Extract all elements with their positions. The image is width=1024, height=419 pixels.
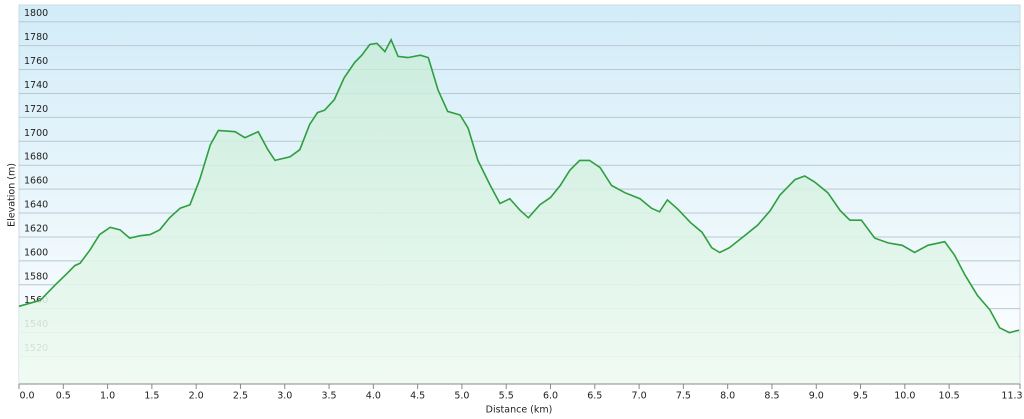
elevation-line	[18, 37, 1020, 334]
x-tick-label: 6.0	[543, 391, 558, 402]
y-tick-label: 1660	[24, 176, 48, 187]
y-tick-label: 1580	[24, 271, 48, 282]
x-tick-label: 3.5	[321, 391, 336, 402]
x-tick-label: 0.0	[19, 391, 34, 402]
x-tick-label: 5.5	[499, 391, 514, 402]
x-tick-label: 8.0	[720, 391, 735, 402]
x-axis-title: Distance (km)	[486, 405, 553, 416]
x-tick-label: 9.0	[809, 391, 824, 402]
y-axis-title: Elevation (m)	[7, 163, 18, 227]
x-tick-label: 10.0	[894, 391, 915, 402]
x-tick-label: 7.5	[676, 391, 691, 402]
x-tick-label: 7.0	[632, 391, 647, 402]
x-tick-label: 5.0	[454, 391, 469, 402]
x-tick-label: 1.5	[144, 391, 159, 402]
elevation-area	[19, 39, 1020, 384]
x-tick-label: 0.5	[56, 391, 71, 402]
x-tick-label: 1.0	[100, 391, 115, 402]
y-tick-label: 1700	[24, 128, 48, 139]
y-tick-label: 1740	[24, 80, 48, 91]
x-tick-label: 4.0	[366, 391, 381, 402]
y-tick-label: 1620	[24, 223, 48, 234]
x-tick-label: 6.5	[587, 391, 602, 402]
y-tick-label: 1760	[24, 56, 48, 67]
x-tick-label: 8.5	[764, 391, 779, 402]
y-tick-label: 1800	[24, 8, 48, 19]
x-tick-label: 2.0	[189, 391, 204, 402]
x-tick-label: 9.5	[853, 391, 868, 402]
x-tick-label: 2.5	[233, 391, 248, 402]
y-tick-label: 1640	[24, 200, 48, 211]
y-tick-label: 1780	[24, 32, 48, 43]
y-tick-label: 1600	[24, 247, 48, 258]
y-tick-label: 1720	[24, 104, 48, 115]
x-tick-label: 3.0	[277, 391, 292, 402]
x-tick-label: 4.5	[410, 391, 425, 402]
y-tick-label: 1680	[24, 152, 48, 163]
x-tick-label: 10.5	[939, 391, 960, 402]
x-tick-label: 11.3	[1001, 391, 1022, 402]
